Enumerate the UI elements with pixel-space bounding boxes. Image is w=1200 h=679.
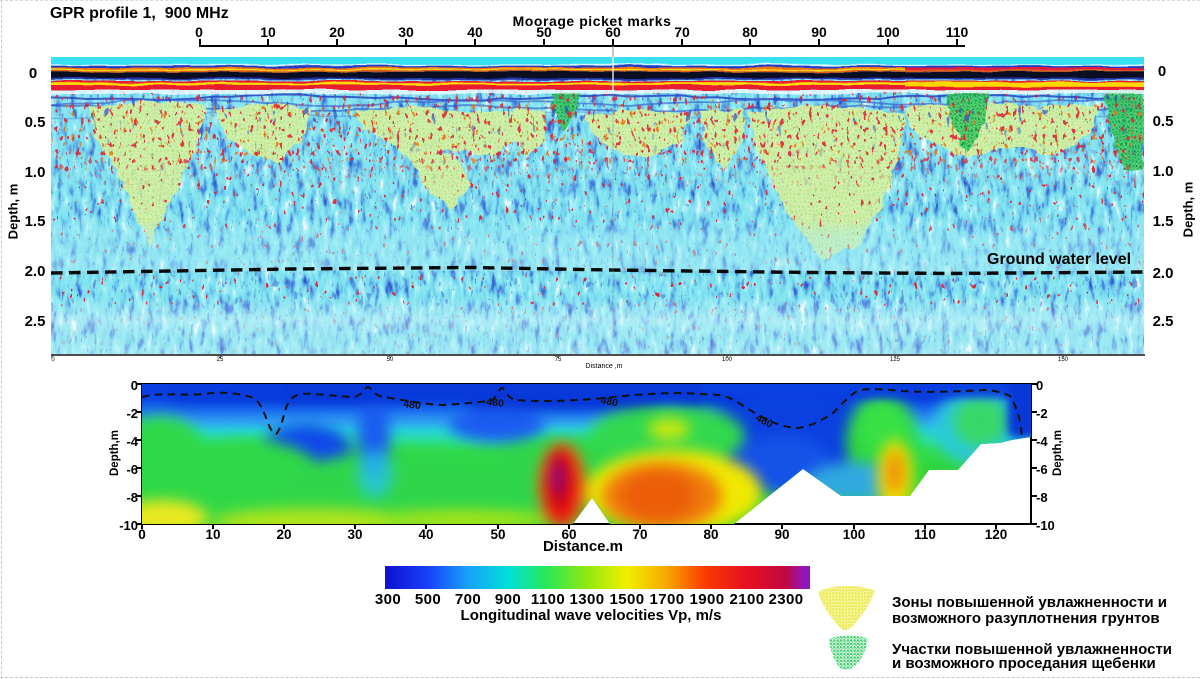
svg-text:480: 480 <box>403 398 422 412</box>
svg-text:480: 480 <box>486 396 505 410</box>
svg-text:480: 480 <box>599 394 619 409</box>
